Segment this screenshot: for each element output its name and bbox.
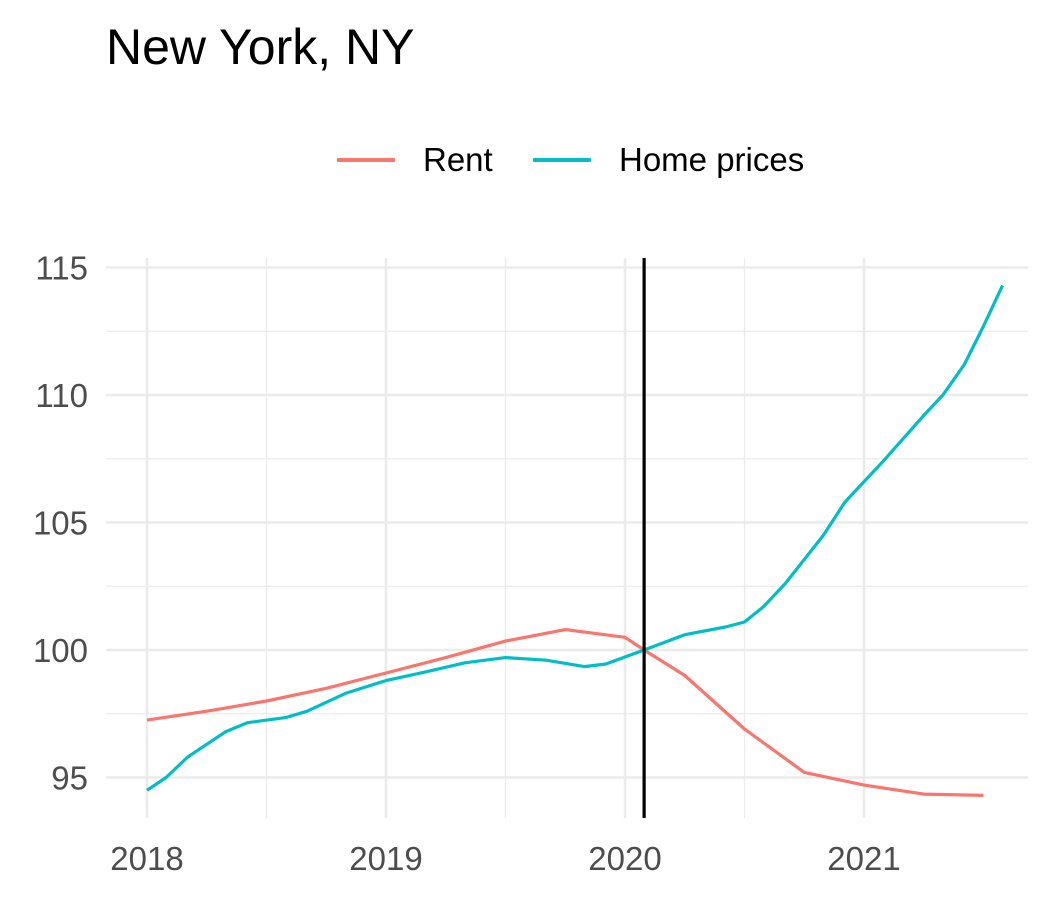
x-tick-label: 2018: [110, 840, 183, 877]
legend-item-home-prices: Home prices: [533, 138, 804, 182]
legend-item-rent: Rent: [337, 138, 493, 182]
legend-swatch-home-prices: [533, 158, 591, 162]
legend: Rent Home prices: [0, 138, 1050, 182]
series-line-rent: [146, 627, 984, 797]
legend-label-home-prices: Home prices: [619, 141, 805, 178]
series-line-home-prices: [146, 284, 1005, 792]
y-tick-label: 100: [33, 632, 88, 669]
y-tick-label: 110: [35, 377, 88, 414]
legend-label-rent: Rent: [423, 141, 493, 178]
y-tick-label: 95: [51, 760, 88, 797]
y-tick-label: 105: [33, 505, 88, 542]
x-tick-label: 2021: [827, 840, 900, 877]
x-tick-label: 2020: [588, 840, 661, 877]
legend-swatch-rent: [337, 158, 395, 162]
y-tick-label: 115: [35, 250, 88, 287]
x-tick-label: 2019: [349, 840, 422, 877]
chart-title: New York, NY: [106, 19, 415, 75]
